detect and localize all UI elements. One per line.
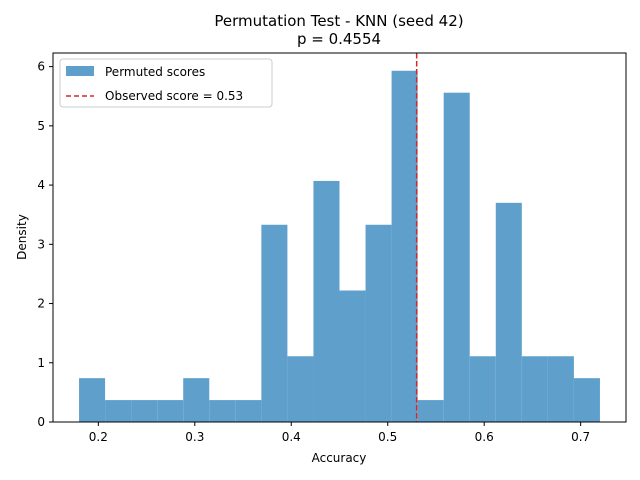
histogram-bar (573, 378, 600, 422)
legend-swatch-permuted (66, 66, 94, 76)
chart-subtitle: p = 0.4554 (297, 30, 381, 48)
histogram-bar (235, 400, 262, 422)
bars-group (79, 70, 600, 423)
histogram-bar (313, 180, 340, 422)
y-tick-label: 5 (37, 119, 45, 133)
x-tick-label: 0.6 (475, 430, 494, 444)
y-tick-label: 0 (37, 415, 45, 429)
histogram-bar (547, 356, 574, 422)
y-axis-label: Density (15, 214, 29, 260)
x-axis-label: Accuracy (312, 451, 367, 465)
x-tick-label: 0.7 (571, 430, 590, 444)
y-tick-label: 3 (37, 237, 45, 251)
histogram-bar (79, 378, 106, 422)
histogram-bar (157, 400, 184, 422)
x-axis-ticks: 0.2 0.3 0.4 0.5 0.6 0.7 (89, 422, 590, 444)
histogram-bar (443, 92, 470, 423)
histogram-bar (521, 356, 548, 422)
x-tick-label: 0.3 (185, 430, 204, 444)
legend-label-permuted: Permuted scores (105, 65, 205, 79)
histogram-bar (391, 70, 418, 422)
y-tick-label: 1 (37, 356, 45, 370)
legend: Permuted scores Observed score = 0.53 (59, 58, 273, 108)
histogram-bar (417, 400, 444, 422)
histogram-bar (339, 290, 366, 422)
plot-frame (52, 52, 627, 423)
chart-title: Permutation Test - KNN (seed 42) (214, 12, 463, 30)
histogram-bar (287, 356, 314, 422)
histogram-bar (469, 356, 496, 422)
histogram-bar (365, 224, 392, 422)
histogram-bar (131, 400, 158, 422)
histogram-bar (495, 202, 522, 422)
legend-label-observed: Observed score = 0.53 (105, 89, 243, 103)
y-tick-label: 2 (37, 297, 45, 311)
x-tick-label: 0.2 (89, 430, 108, 444)
histogram-bar (183, 378, 210, 422)
histogram-bar (105, 400, 132, 422)
x-tick-label: 0.5 (378, 430, 397, 444)
y-tick-label: 6 (37, 60, 45, 74)
y-tick-label: 4 (37, 178, 45, 192)
legend-frame (59, 58, 273, 108)
x-tick-label: 0.4 (282, 430, 301, 444)
histogram-bar (209, 400, 236, 422)
y-axis-ticks: 0 1 2 3 4 5 6 (37, 60, 53, 429)
histogram-bar (261, 224, 288, 422)
